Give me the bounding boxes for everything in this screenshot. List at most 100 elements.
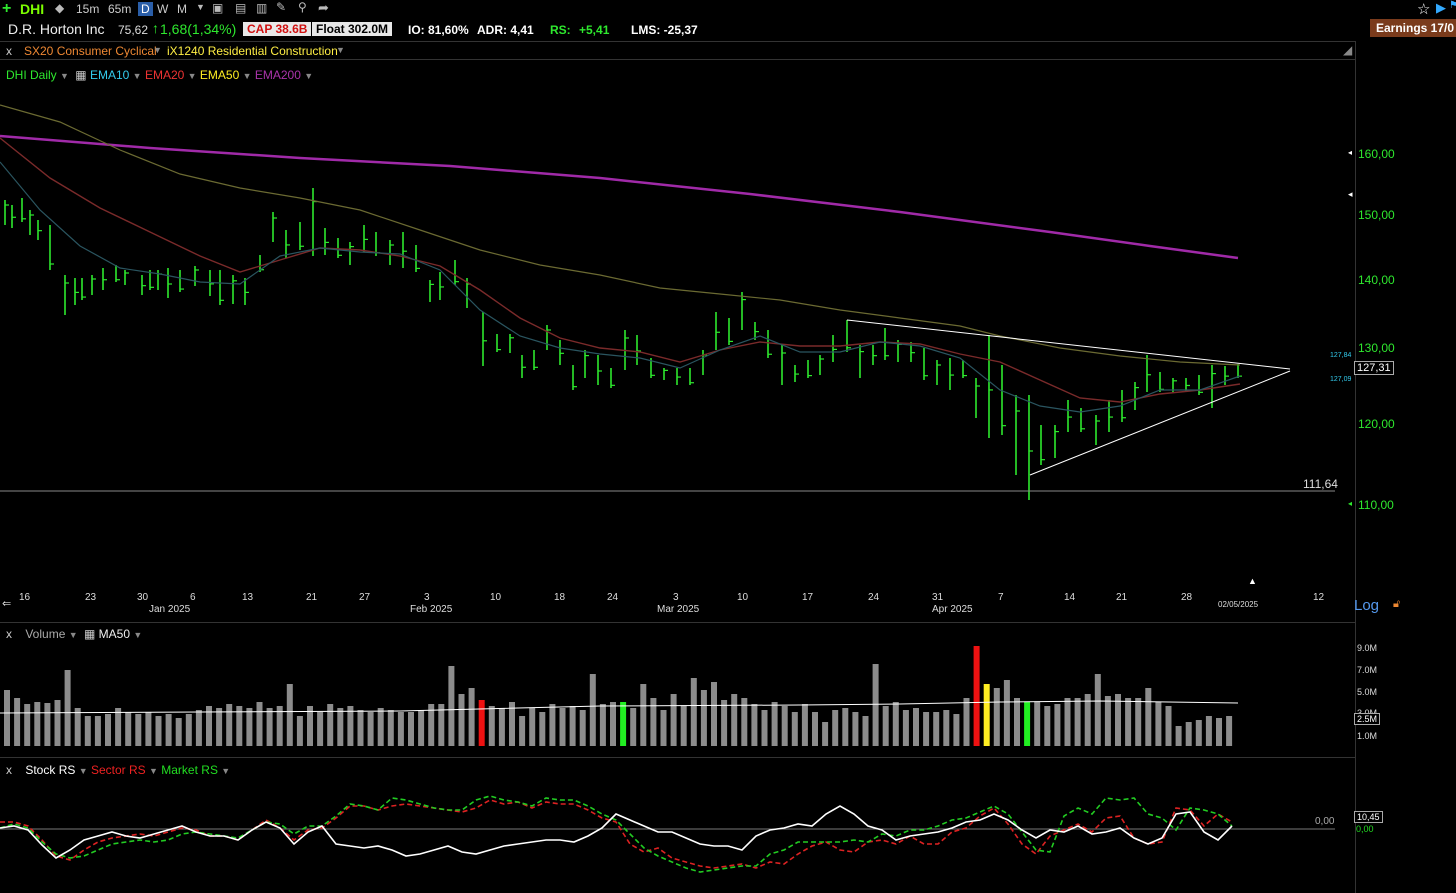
price-chart[interactable] xyxy=(0,60,1356,590)
y-label: 160,00 xyxy=(1358,147,1395,161)
timeframe-15m[interactable]: 15m xyxy=(76,2,100,16)
industry-dropdown-icon[interactable]: ▼ xyxy=(336,45,345,55)
volume-bar xyxy=(741,698,748,746)
volume-bar xyxy=(731,694,738,746)
price-change: 1,68(1,34%) xyxy=(160,21,237,37)
timeframe-65m[interactable]: 65m xyxy=(108,2,132,16)
lock-icon[interactable]: 🔓︎ xyxy=(1393,598,1401,610)
volume-bar xyxy=(327,704,334,746)
grid-icon[interactable]: ▦ xyxy=(75,68,87,82)
tools-icon[interactable]: ▣ xyxy=(212,1,224,15)
price-legend: DHI Daily ▼ ▦ EMA10 ▼ EMA20 ▼ EMA50 ▼ EM… xyxy=(6,68,313,82)
volume-bar xyxy=(579,710,586,746)
log-scale-toggle[interactable]: Log xyxy=(1354,597,1380,614)
volume-bar xyxy=(569,706,576,746)
volume-bar xyxy=(801,704,808,746)
symbol-label[interactable]: DHI xyxy=(20,1,45,17)
volume-bar xyxy=(640,684,647,746)
volume-bar xyxy=(1104,696,1111,746)
star-icon[interactable]: ☆ xyxy=(1417,1,1431,18)
x-day-label: 24 xyxy=(868,592,880,603)
volume-bar xyxy=(923,712,930,746)
volume-bar xyxy=(1195,720,1202,746)
volume-bar xyxy=(64,670,71,746)
legend-sector-rs[interactable]: Sector RS xyxy=(90,763,146,777)
sector-close-icon[interactable]: x xyxy=(6,44,12,58)
volume-bar xyxy=(781,706,788,746)
earnings-badge[interactable]: Earnings 17/0 xyxy=(1370,19,1456,37)
volume-bar xyxy=(24,704,31,746)
x-day-label: 17 xyxy=(802,592,814,603)
date-marker-label: 02/05/2025 xyxy=(1218,600,1259,609)
volume-bar xyxy=(771,702,778,746)
share-icon[interactable]: ➦ xyxy=(318,0,329,15)
volume-bar xyxy=(317,712,324,746)
play-icon[interactable]: ▶ xyxy=(1436,0,1446,15)
volume-bar xyxy=(620,702,627,746)
sector-label[interactable]: SX20 Consumer Cyclical xyxy=(24,44,157,58)
rs-close-icon[interactable]: x xyxy=(6,763,12,777)
volume-bar xyxy=(276,706,283,746)
dropdown-icon[interactable]: ▼ xyxy=(187,71,197,81)
dropdown-icon[interactable]: ▼ xyxy=(68,630,78,640)
dropdown-icon[interactable]: ▼ xyxy=(60,71,69,81)
timeframe-d[interactable]: D xyxy=(138,2,153,16)
dropdown-icon[interactable]: ▼ xyxy=(221,766,231,776)
grid-icon[interactable]: ▦ xyxy=(83,627,96,641)
company-name: D.R. Horton Inc xyxy=(8,21,105,37)
rs-label: RS: xyxy=(550,23,571,37)
volume-bar xyxy=(105,714,111,746)
volume-close-icon[interactable]: x xyxy=(6,627,12,641)
rs-chart[interactable] xyxy=(0,770,1356,893)
dropdown-icon[interactable]: ▼ xyxy=(304,71,314,81)
industry-label[interactable]: iX1240 Residential Construction xyxy=(167,44,338,58)
pencil-icon[interactable]: ✎ xyxy=(276,0,287,14)
legend-ema50[interactable]: EMA50 xyxy=(199,68,240,82)
legend-ema10[interactable]: EMA10 xyxy=(89,68,130,82)
volume-bar xyxy=(357,710,364,746)
add-symbol-icon[interactable]: + xyxy=(2,0,12,17)
rs-legend: x Stock RS ▼ Sector RS ▼ Market RS ▼ xyxy=(6,763,230,777)
timeframe-dropdown-icon[interactable]: ▼ xyxy=(196,2,205,12)
dropdown-icon[interactable]: ▼ xyxy=(242,71,252,81)
volume-bar xyxy=(589,674,596,746)
legend-ema20[interactable]: EMA20 xyxy=(144,68,185,82)
scroll-left-icon[interactable]: ⇐ xyxy=(2,598,12,610)
dropdown-icon[interactable]: ▼ xyxy=(132,71,142,81)
panel-collapse-icon[interactable]: ◢ xyxy=(1343,43,1353,57)
y-label: 140,00 xyxy=(1358,273,1395,287)
volume-bar xyxy=(913,708,919,746)
volume-bar xyxy=(236,706,243,746)
legend-market-rs[interactable]: Market RS xyxy=(161,763,218,777)
volume-chart[interactable] xyxy=(0,640,1356,750)
top-toolbar: + DHI ◆ 15m 65m D W M ▼ ▣ ▤ ▥ ✎ ⚲ ➦ ☆ ▶ … xyxy=(0,0,1456,19)
sector-dropdown-icon[interactable]: ▼ xyxy=(153,45,162,55)
legend-ema200[interactable]: EMA200 xyxy=(254,68,301,82)
dropdown-icon[interactable]: ▼ xyxy=(149,766,158,776)
volume-bar xyxy=(751,704,758,746)
tag-icon[interactable]: ◆ xyxy=(55,1,65,15)
volume-bar xyxy=(216,708,223,746)
volume-bar xyxy=(933,712,940,746)
volume-bar xyxy=(1145,688,1152,746)
y-label: 120,00 xyxy=(1358,417,1395,431)
volume-ma50-line xyxy=(0,700,1239,714)
timeframe-w[interactable]: W xyxy=(157,2,169,16)
up-arrow-icon: ↑ xyxy=(152,20,159,36)
compare-icon[interactable]: ▥ xyxy=(256,1,268,15)
volume-bar xyxy=(155,716,162,746)
link-icon[interactable]: ⚲ xyxy=(298,0,307,14)
legend-volume[interactable]: Volume xyxy=(25,627,66,641)
volume-bar xyxy=(468,688,475,746)
timeframe-m[interactable]: M xyxy=(177,2,187,16)
dropdown-icon[interactable]: ▼ xyxy=(133,630,143,640)
flag-icon[interactable]: ⚑ xyxy=(1449,0,1456,11)
volume-bar xyxy=(822,722,829,746)
legend-ma50[interactable]: MA50 xyxy=(98,627,131,641)
legend-stock-rs[interactable]: Stock RS xyxy=(25,763,76,777)
cap-badge: CAP 38.6B xyxy=(243,22,312,36)
legend-dhi-daily[interactable]: DHI Daily xyxy=(6,68,57,82)
dropdown-icon[interactable]: ▼ xyxy=(78,766,88,776)
indicator-icon[interactable]: ▤ xyxy=(235,1,247,15)
volume-bar xyxy=(1054,704,1061,746)
